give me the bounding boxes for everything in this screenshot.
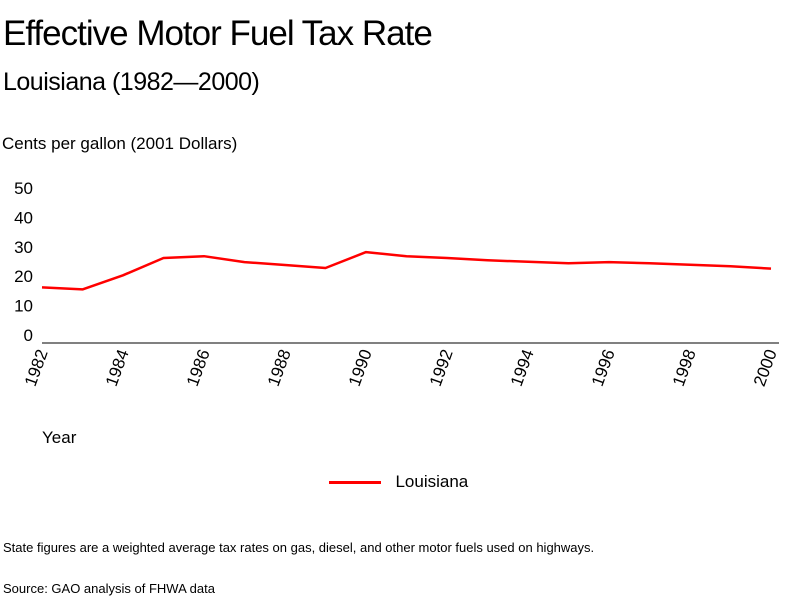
legend: Louisiana: [329, 472, 468, 494]
x-tick-label: 1988: [264, 347, 295, 389]
line-chart: 0 10 20 30 40 50 1982 1984 1986 1988 1990 1992 1994…: [14, 179, 781, 389]
y-tick-label: 30: [14, 238, 33, 257]
y-axis-label: Cents per gallon (2001 Dollars): [2, 134, 238, 153]
source-note: Source: GAO analysis of FHWA data: [3, 581, 215, 596]
y-axis: 0 10 20 30 40 50: [14, 179, 33, 345]
y-tick-label: 40: [14, 208, 33, 227]
y-tick-label: 50: [14, 179, 33, 198]
x-tick-label: 1992: [426, 347, 457, 389]
footnote: State figures are a weighted average tax…: [3, 540, 595, 555]
chart-title: Effective Motor Fuel Tax Rate: [3, 14, 433, 53]
x-tick-label: 1986: [183, 347, 214, 389]
x-tick-label: 2000: [750, 347, 781, 389]
series-line-louisiana: [41, 250, 772, 291]
y-tick-label: 10: [14, 297, 33, 316]
legend-label-louisiana: Louisiana: [395, 472, 469, 491]
x-axis-label: Year: [42, 428, 77, 447]
x-tick-label: 1998: [669, 347, 700, 389]
x-tick-label: 1990: [345, 347, 376, 389]
x-axis: 1982 1984 1986 1988 1990 1992 1994 1996 1998 2000: [21, 347, 781, 389]
y-tick-label: 0: [24, 326, 33, 345]
y-tick-label: 20: [14, 267, 33, 286]
legend-swatch-louisiana: [329, 480, 381, 484]
x-tick-label: 1994: [507, 347, 538, 389]
x-tick-label: 1996: [588, 347, 619, 389]
chart-subtitle: Louisiana (1982—2000): [3, 68, 260, 96]
series-group: [41, 250, 772, 291]
x-tick-label: 1984: [102, 347, 133, 389]
x-tick-label: 1982: [21, 347, 52, 389]
